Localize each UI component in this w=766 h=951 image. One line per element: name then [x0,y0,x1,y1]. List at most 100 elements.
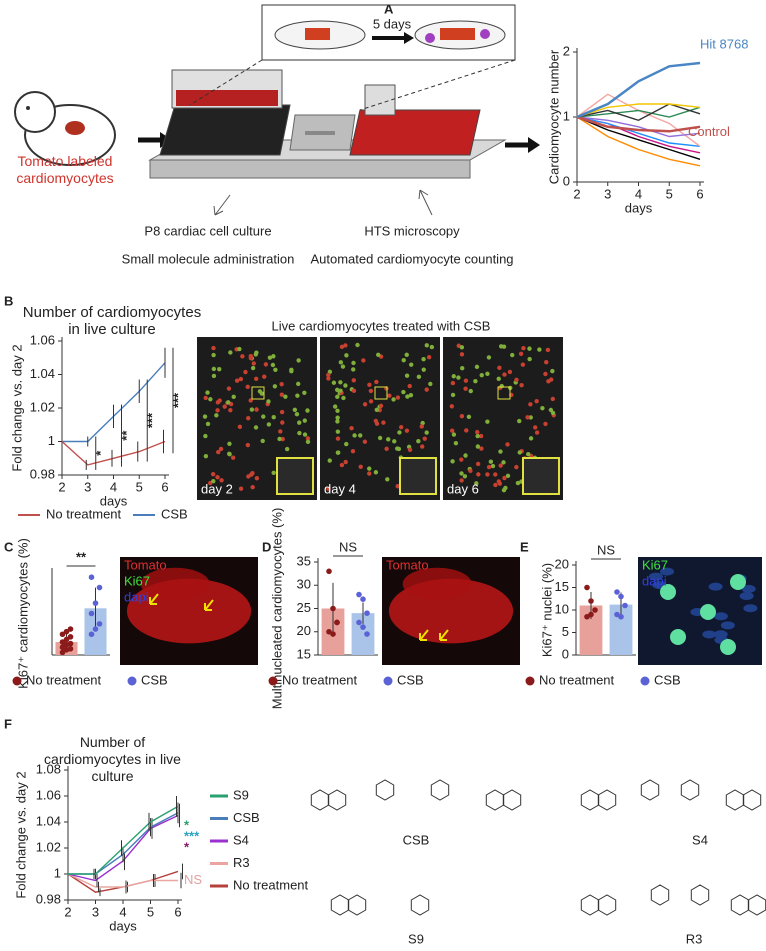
ki67-nucleus [660,584,676,600]
cell [460,366,465,371]
legend-label: No treatment [26,672,102,687]
series-line [61,440,166,466]
cell [505,442,510,447]
cell [533,425,538,430]
cell [245,442,251,448]
cell [503,485,508,491]
cell [424,430,429,435]
cell [211,345,216,351]
y-tick-label: 30 [297,577,311,592]
cell [521,345,526,351]
arrow-marker [149,593,159,605]
cell [466,414,472,420]
cell [203,453,209,459]
hts-machine [148,69,507,179]
cell [254,407,259,412]
cell [283,394,288,399]
cell [251,361,256,366]
legend-dot [12,676,22,686]
y-tick-label: 15 [555,579,569,594]
cell [367,382,372,388]
cell [279,392,285,397]
cell [305,439,311,445]
cell [421,357,426,362]
ring [410,894,430,916]
y-axis-label: Fold change vs. day 2 [9,344,24,471]
cell [528,415,533,420]
x-tick-label: 5 [666,186,673,201]
cell [278,429,283,434]
cell [420,444,425,449]
zoom-box [251,386,265,400]
cell [343,459,348,465]
x-tick-label: 3 [604,186,611,201]
cell [250,484,255,490]
ring [742,789,762,811]
y-tick-label: 5 [562,624,569,639]
y-tick-label: 1.08 [36,761,61,776]
mouse-illustration [14,91,116,166]
series-line [576,116,701,147]
cell [429,344,435,350]
cell [140,567,210,601]
cell [245,384,250,390]
zoom-box [497,386,511,400]
cell [459,471,464,476]
cell [386,437,391,442]
data-point [326,568,332,575]
cell [463,378,469,383]
cell [250,365,256,371]
cell [215,408,220,413]
data-point [618,593,624,600]
y-axis-label: Fold change vs. day 2 [13,771,28,898]
cell [351,360,356,366]
cell [474,481,479,486]
ki67-nucleus [700,604,716,620]
ring [597,894,617,916]
stain-label: dapi [642,573,667,588]
micrograph-label: day 2 [201,481,233,496]
cell [219,478,224,483]
cell [404,352,409,358]
cell [343,383,348,388]
cell [358,464,363,470]
cell [419,424,424,429]
cell [368,399,374,404]
cell [295,393,300,398]
cell [335,415,340,420]
cell [339,462,345,468]
data-point [364,610,370,616]
cell [374,407,379,413]
significance-label: *** [145,412,160,428]
cell [230,455,236,460]
data-point [88,574,95,580]
cell [497,365,502,371]
cell [335,419,340,424]
cell [296,381,301,387]
cell [459,457,464,462]
arrow-head [528,137,540,153]
cell [279,409,285,415]
cell [279,382,284,387]
cell [374,379,379,385]
y-tick-label: 0.98 [36,891,61,906]
ring [430,779,450,801]
data-point [63,636,70,643]
cell [302,418,307,423]
significance-label: * [93,450,108,456]
cell [550,368,555,374]
ring [310,789,330,811]
cell [326,372,331,378]
structure-label: CSB [403,832,430,847]
cell [395,395,401,400]
ring [725,789,745,811]
cell [459,352,465,357]
x-axis-label: days [109,918,137,933]
cell [297,430,302,436]
micrograph-label: day 4 [324,481,356,496]
cell [352,433,357,438]
cell [261,414,266,419]
cell [398,424,404,430]
structure-label: S4 [692,832,708,847]
data-point [67,634,74,640]
